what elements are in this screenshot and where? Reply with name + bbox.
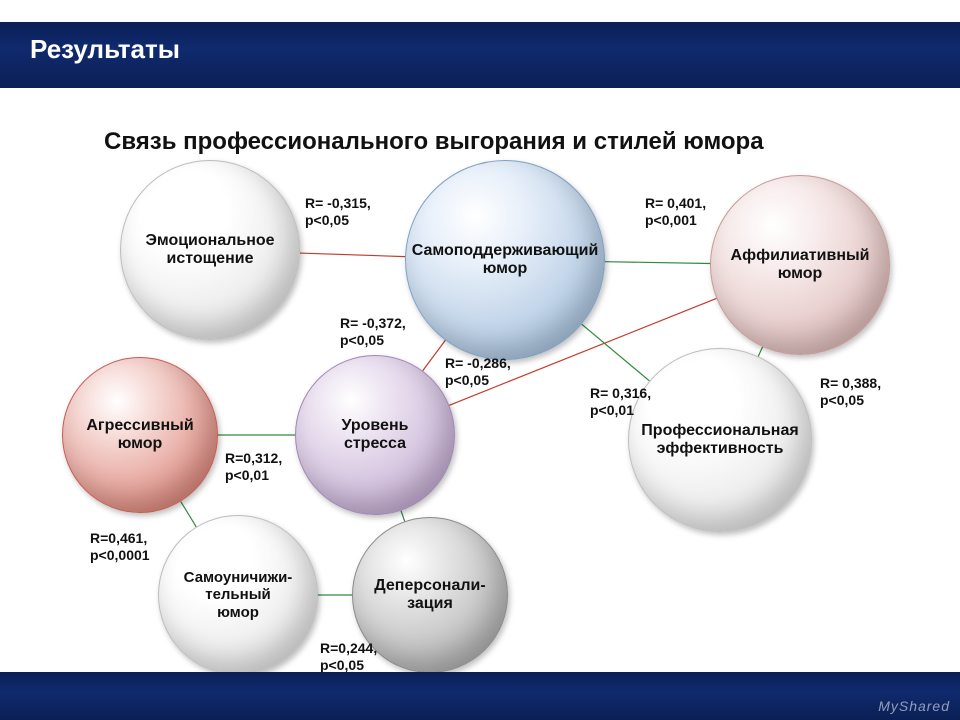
node-label: Профессиональная эффективность [633, 422, 806, 459]
node-emo: Эмоциональное истощение [120, 160, 300, 340]
slide: Результаты Связь профессионального выгор… [0, 0, 960, 720]
node-label: Агрессивный юмор [78, 417, 201, 454]
node-label: Самоуничижи- тельный юмор [176, 569, 301, 621]
node-label: Самоподдерживающий юмор [404, 242, 607, 279]
watermark: MyShared [878, 698, 950, 714]
node-label: Эмоциональное истощение [137, 232, 282, 269]
edge-label-4: R= 0,316, p<0,01 [590, 385, 651, 419]
edge-label-7: R=0,461, p<0,0001 [90, 530, 150, 564]
node-label: Уровень стресса [334, 417, 417, 454]
node-stress: Уровень стресса [295, 355, 455, 515]
node-self: Самоподдерживающий юмор [405, 160, 605, 360]
node-affil: Аффилиативный юмор [710, 175, 890, 355]
bottom-band [0, 672, 960, 720]
edge-label-1: R= 0,401, p<0,001 [645, 195, 706, 229]
page-title: Результаты [30, 34, 180, 65]
edge-label-3: R= -0,286, p<0,05 [445, 355, 511, 389]
node-aggr: Агрессивный юмор [62, 357, 218, 513]
node-selfd: Самоуничижи- тельный юмор [158, 515, 318, 675]
page-subtitle: Связь профессионального выгорания и стил… [104, 128, 764, 156]
node-label: Аффилиативный юмор [723, 247, 878, 284]
edge-label-8: R=0,244, p<0,05 [320, 640, 377, 674]
edge-label-5: R= 0,388, p<0,05 [820, 375, 881, 409]
edge-label-2: R= -0,372, p<0,05 [340, 315, 406, 349]
edge-label-0: R= -0,315, p<0,05 [305, 195, 371, 229]
edge-label-6: R=0,312, p<0,01 [225, 450, 282, 484]
node-label: Деперсонали- зация [366, 577, 493, 614]
node-prof: Профессиональная эффективность [628, 348, 812, 532]
